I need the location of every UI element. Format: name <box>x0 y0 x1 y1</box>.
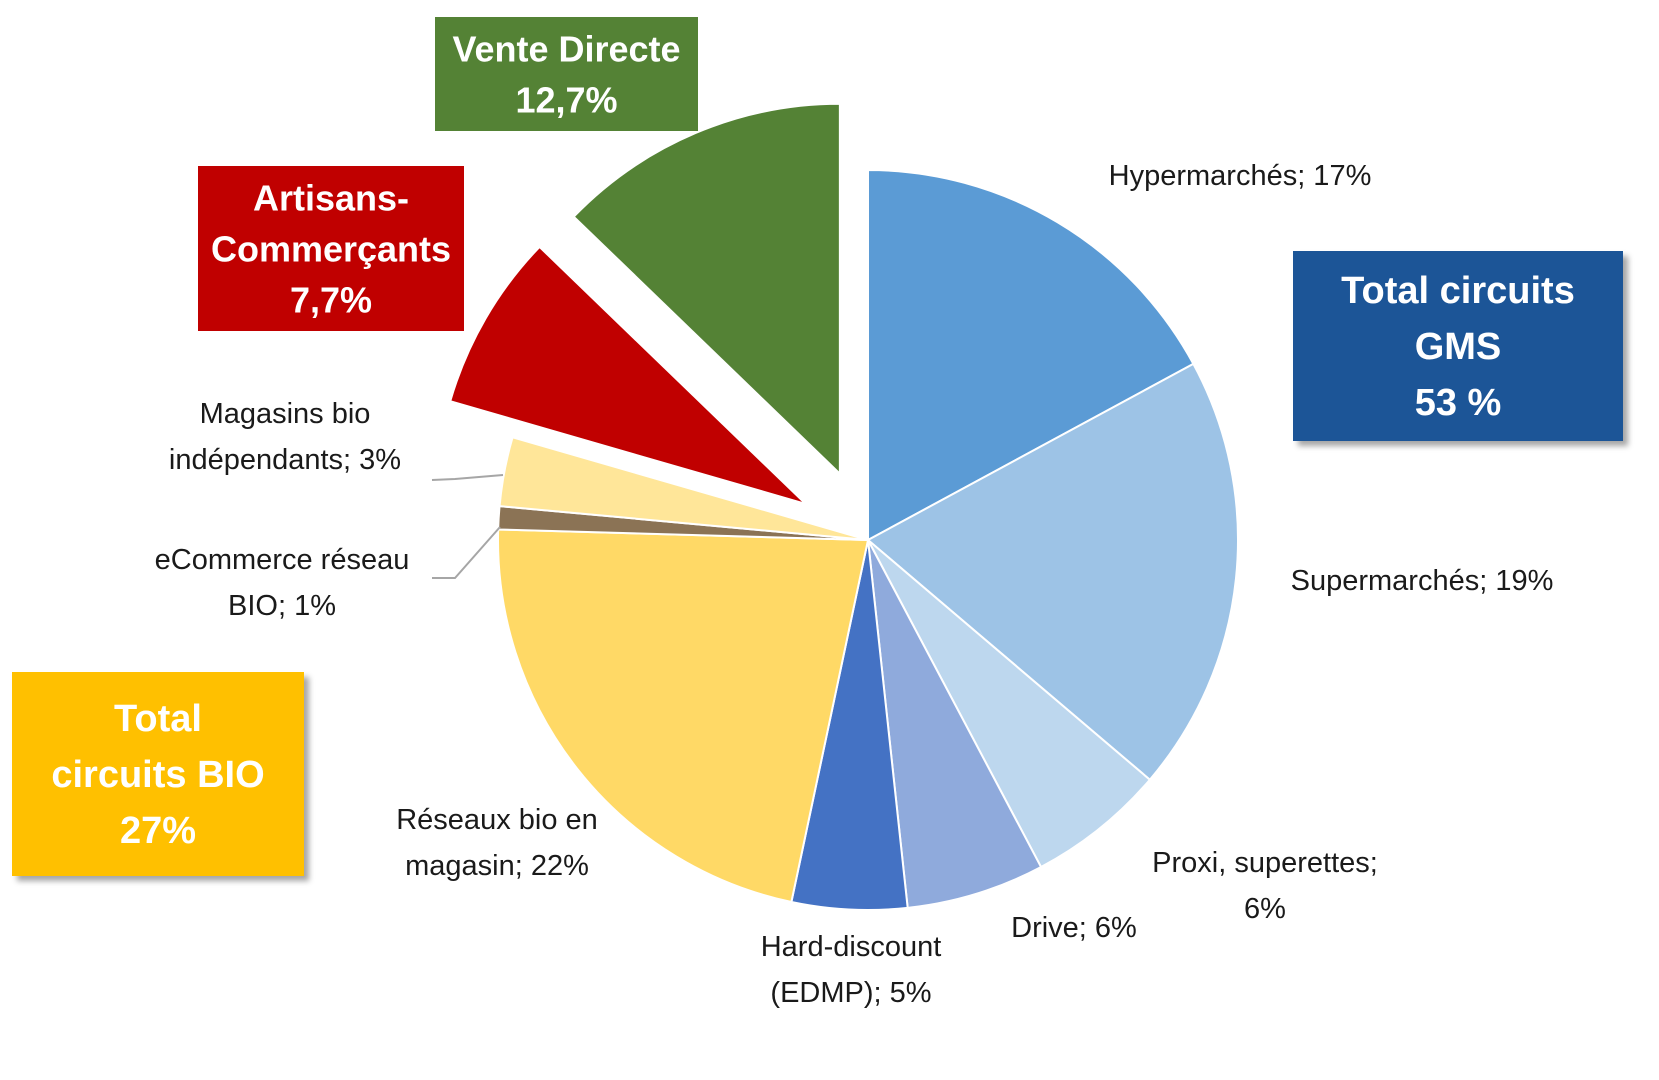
pie-slice-supermarches <box>866 362 1239 782</box>
data-label-proxi-superettes: Proxi, superettes; 6% <box>1152 847 1378 925</box>
data-label-supermarches: Supermarchés; 19% <box>1291 565 1554 597</box>
data-label-magasins-bio-independants: Magasins bio indépendants; 3% <box>169 398 401 476</box>
data-label-hypermarches: Hypermarchés; 17% <box>1109 160 1372 192</box>
pie-slice-artisans-commercants <box>448 245 807 505</box>
data-label-ecommerce-reseau-bio: eCommerce réseau BIO; 1% <box>155 544 410 622</box>
callout-label-artisans-commercants: Artisans-Commerçants 7,7% <box>211 178 451 321</box>
total-box-bio <box>12 672 304 876</box>
data-label-hard-discount-edmp: Hard-discount (EDMP); 5% <box>761 931 942 1009</box>
callout-box-vente-directe <box>435 17 698 131</box>
total-label-bio: Total circuits BIO 27% <box>51 698 264 852</box>
data-label-drive: Drive; 6% <box>1011 912 1137 944</box>
pie-slice-vente-directe <box>572 102 841 477</box>
pie-slice-reseaux-bio-en-magasin <box>497 528 870 904</box>
total-box-gms <box>1293 251 1623 441</box>
leader-line-ecommerce-reseau-bio <box>432 526 501 579</box>
leader-line-magasins-bio-independants <box>431 474 504 481</box>
pie-slice-proxi-superettes <box>867 539 1152 869</box>
pie-slice-magasins-bio-independants <box>498 436 869 541</box>
data-label-reseaux-bio-en-magasin: Réseaux bio en magasin; 22% <box>396 804 598 882</box>
total-label-gms: Total circuits GMS 53 % <box>1341 270 1575 424</box>
callout-box-artisans-commercants <box>198 166 464 331</box>
pie-slice-hypermarches <box>867 168 1195 542</box>
pie-slice-drive <box>867 539 1043 909</box>
callout-label-vente-directe: Vente Directe 12,7% <box>452 29 680 121</box>
